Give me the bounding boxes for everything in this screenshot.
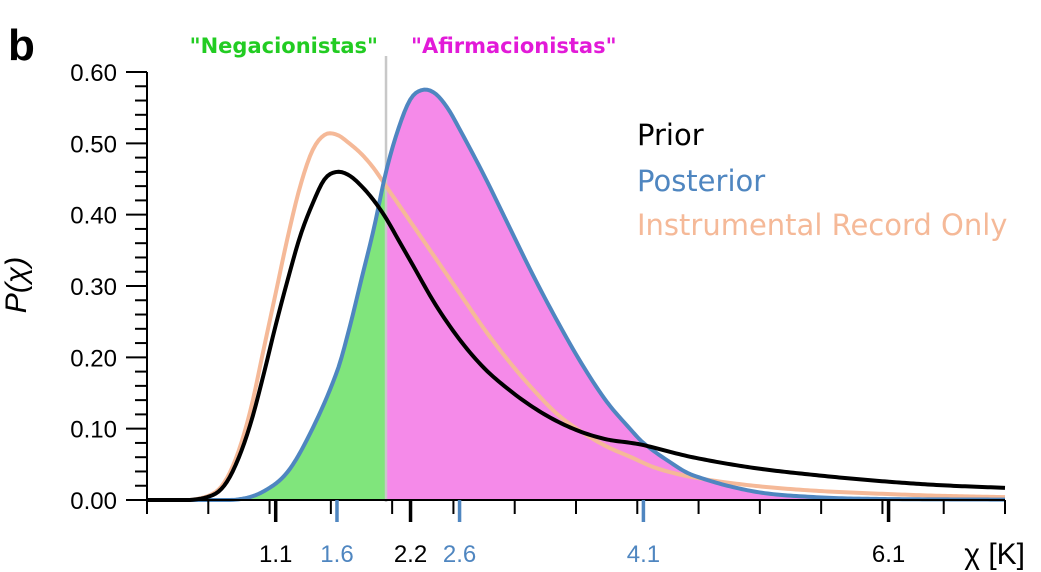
x-tick-label: 4.1 (627, 541, 660, 568)
posterior-curve (147, 87, 1006, 502)
region-negacionistas-fill (147, 171, 387, 500)
x-axis-label: χ [K] (964, 538, 1025, 571)
legend: Prior Posterior Instrumental Record Only (637, 118, 1007, 242)
axes: 0.00 0.10 0.20 0.30 0.40 0.50 0.60 1.1 1.6 2.2 2.6… (70, 60, 1006, 568)
x-tick-label: 2.2 (394, 541, 427, 568)
x-tick-label: 1.6 (320, 541, 353, 568)
prior-curve (147, 169, 1006, 502)
afirmacionistas-label: "Afirmacionistas" (411, 34, 617, 58)
y-tick-label: 0.30 (70, 274, 117, 301)
x-tick-label: 6.1 (872, 541, 905, 568)
legend-entry: Posterior (637, 164, 765, 198)
negacionistas-label: "Negacionistas" (190, 34, 378, 58)
legend-entry: Prior (637, 118, 704, 152)
y-tick-label: 0.00 (70, 488, 117, 515)
y-tick-label: 0.50 (70, 131, 117, 158)
y-axis-label: P(χ) (0, 257, 33, 313)
y-tick-label: 0.20 (70, 345, 117, 372)
panel-letter: b (8, 21, 35, 70)
x-tick-label: 2.6 (443, 541, 476, 568)
y-tick-label: 0.10 (70, 417, 117, 444)
x-tick-label: 1.1 (259, 541, 292, 568)
legend-entry: Instrumental Record Only (637, 208, 1007, 242)
y-tick-label: 0.60 (70, 60, 117, 87)
y-tick-label: 0.40 (70, 203, 117, 230)
